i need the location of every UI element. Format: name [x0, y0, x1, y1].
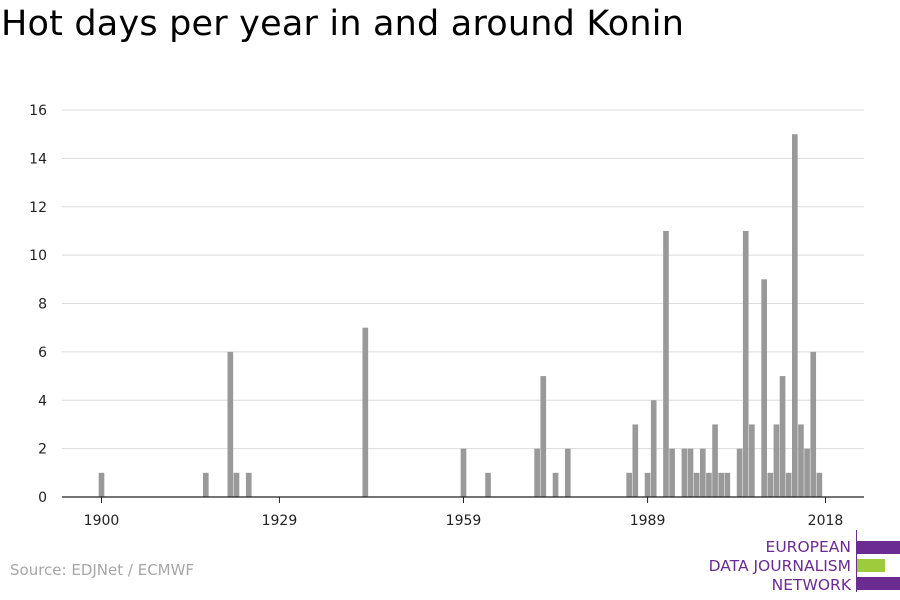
y-tick-label: 4: [38, 393, 47, 409]
y-tick-label: 8: [38, 297, 47, 313]
y-tick-label: 16: [29, 103, 47, 119]
bar: [706, 472, 712, 497]
bar: [749, 424, 755, 497]
bar: [663, 230, 669, 497]
source-note: Source: EDJNet / ECMWF: [10, 561, 195, 579]
bar: [564, 448, 571, 497]
bar: [816, 472, 823, 497]
bar: [712, 424, 718, 497]
logo-purple-bar-top: [857, 541, 900, 554]
bar: [687, 448, 694, 497]
bar: [736, 448, 743, 497]
bar: [681, 448, 688, 497]
chart-title: Hot days per year in and around Konin: [1, 4, 685, 44]
logo-purple-bar-bottom: [857, 577, 900, 590]
bar: [773, 424, 780, 497]
bar: [644, 472, 651, 497]
y-tick-label: 0: [38, 490, 47, 506]
y-tick-label: 14: [29, 151, 47, 167]
bar: [534, 448, 540, 497]
bars: [98, 134, 823, 497]
bar: [810, 351, 817, 497]
bar: [233, 472, 240, 497]
x-tick-label: 1989: [630, 513, 666, 529]
logo-text-european: EUROPEAN: [765, 538, 851, 556]
bar: [552, 472, 559, 497]
bar: [98, 472, 105, 497]
bar: [227, 351, 234, 497]
bar: [699, 448, 706, 497]
x-tick-label: 1929: [262, 513, 298, 529]
bar: [202, 472, 209, 497]
logo-text-data-journalism: DATA JOURNALISM: [708, 557, 851, 575]
x-tick-label: 1900: [84, 513, 120, 529]
bar: [460, 448, 467, 497]
bar: [669, 448, 675, 497]
logo-divider: [856, 530, 857, 592]
y-tick-label: 12: [29, 200, 47, 216]
bar: [798, 424, 804, 497]
bar: [693, 472, 700, 497]
logo-text-network: NETWORK: [771, 576, 851, 594]
bar: [791, 134, 798, 497]
bar: [485, 472, 491, 497]
edjnet-logo[interactable]: EUROPEAN DATA JOURNALISM NETWORK: [700, 530, 900, 600]
bar: [767, 472, 774, 497]
bar: [742, 230, 749, 497]
grid-lines: [62, 109, 864, 450]
y-axis: 0 2 4 6 8 10 12 14 16: [29, 103, 47, 506]
y-tick-label: 2: [38, 442, 47, 458]
bar: [804, 448, 810, 497]
bar: [779, 376, 786, 497]
x-tick-label: 1959: [446, 513, 482, 529]
y-tick-label: 6: [38, 345, 47, 361]
bar: [785, 472, 792, 497]
bar: [626, 472, 632, 497]
bar: [650, 400, 657, 497]
x-axis: 1900 1929 1959 1989 2018: [62, 496, 864, 529]
bar: [761, 279, 767, 497]
bar: [718, 472, 725, 497]
y-tick-label: 10: [29, 248, 47, 264]
bar: [632, 424, 639, 497]
bar: [362, 327, 369, 497]
logo-green-bar: [857, 559, 885, 572]
bar: [724, 472, 731, 497]
bar: [540, 376, 547, 497]
x-tick-label: 2018: [808, 513, 844, 529]
bar: [245, 472, 252, 497]
